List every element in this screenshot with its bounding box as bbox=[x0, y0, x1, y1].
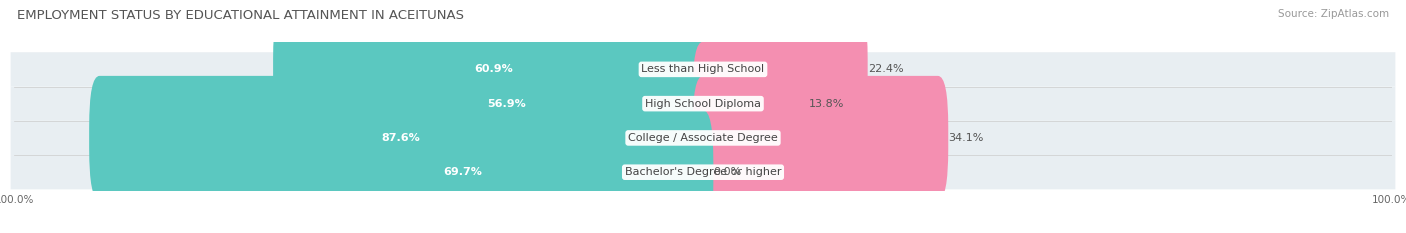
FancyBboxPatch shape bbox=[212, 110, 713, 233]
FancyBboxPatch shape bbox=[11, 52, 1395, 86]
FancyBboxPatch shape bbox=[301, 42, 713, 166]
FancyBboxPatch shape bbox=[273, 7, 713, 131]
FancyBboxPatch shape bbox=[693, 76, 948, 200]
Text: 0.0%: 0.0% bbox=[713, 167, 741, 177]
Text: 69.7%: 69.7% bbox=[443, 167, 482, 177]
FancyBboxPatch shape bbox=[11, 121, 1395, 155]
Text: Less than High School: Less than High School bbox=[641, 64, 765, 74]
FancyBboxPatch shape bbox=[693, 7, 868, 131]
Text: EMPLOYMENT STATUS BY EDUCATIONAL ATTAINMENT IN ACEITUNAS: EMPLOYMENT STATUS BY EDUCATIONAL ATTAINM… bbox=[17, 9, 464, 22]
Text: High School Diploma: High School Diploma bbox=[645, 99, 761, 109]
Text: College / Associate Degree: College / Associate Degree bbox=[628, 133, 778, 143]
Text: 87.6%: 87.6% bbox=[382, 133, 420, 143]
Text: 60.9%: 60.9% bbox=[474, 64, 513, 74]
Text: 56.9%: 56.9% bbox=[488, 99, 526, 109]
Text: Source: ZipAtlas.com: Source: ZipAtlas.com bbox=[1278, 9, 1389, 19]
FancyBboxPatch shape bbox=[89, 76, 713, 200]
FancyBboxPatch shape bbox=[693, 42, 808, 166]
Text: 34.1%: 34.1% bbox=[948, 133, 984, 143]
Text: 13.8%: 13.8% bbox=[808, 99, 844, 109]
FancyBboxPatch shape bbox=[11, 86, 1395, 121]
Text: Bachelor's Degree or higher: Bachelor's Degree or higher bbox=[624, 167, 782, 177]
Text: 22.4%: 22.4% bbox=[868, 64, 903, 74]
FancyBboxPatch shape bbox=[11, 155, 1395, 189]
